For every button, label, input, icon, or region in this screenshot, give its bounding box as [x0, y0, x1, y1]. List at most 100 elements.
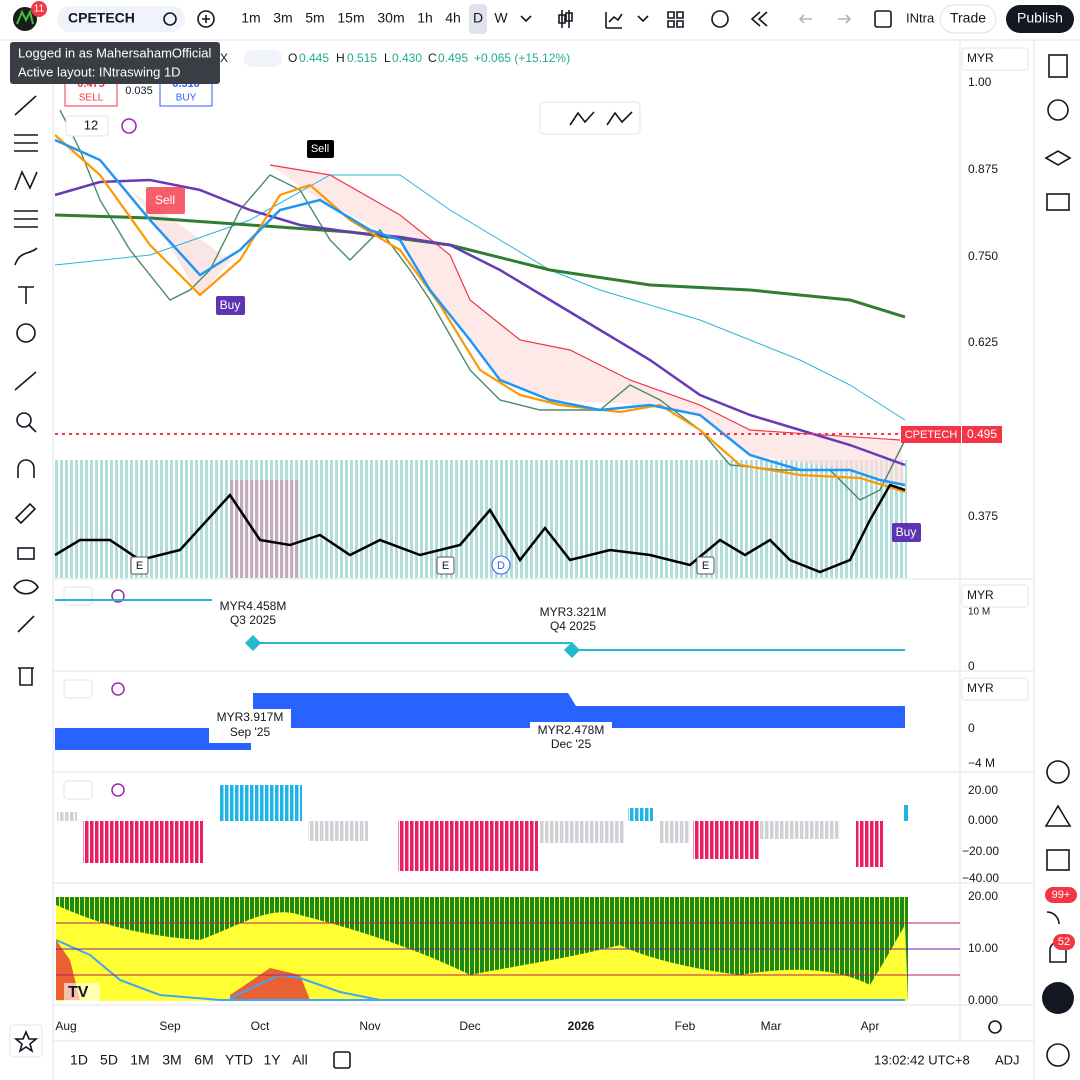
last-price: 0.495: [967, 427, 997, 441]
layout-name[interactable]: INtra: [906, 10, 935, 25]
axis-tick: 20.00: [968, 889, 998, 903]
interval[interactable]: 1h: [417, 10, 433, 26]
sell-label: SELL: [79, 93, 104, 104]
income-label: MYR3.917M: [217, 710, 284, 724]
layouts-icon[interactable]: [667, 11, 684, 28]
buy-button[interactable]: [159, 81, 213, 107]
replay-icon[interactable]: [750, 11, 768, 27]
settings-icon[interactable]: [988, 1020, 1002, 1034]
income-block: [55, 728, 251, 750]
interval[interactable]: 4h: [445, 10, 461, 26]
range-button[interactable]: 1D: [70, 1052, 88, 1068]
dropdown[interactable]: [520, 15, 532, 23]
fullscreen-icon[interactable]: [874, 10, 892, 28]
ohlc-value: +0.065 (+15.12%): [474, 51, 570, 65]
income-block: [253, 693, 905, 728]
ohlc-value: 0.445: [299, 51, 329, 65]
currency: MYR: [967, 51, 994, 65]
pattern-widget[interactable]: [539, 101, 641, 135]
alert-icon[interactable]: [711, 10, 729, 28]
sell-button[interactable]: [64, 81, 118, 107]
redo-icon[interactable]: [838, 14, 852, 24]
symbol: CPETECH: [68, 10, 135, 26]
legend-toggle[interactable]: [244, 50, 282, 67]
event-label: D: [497, 560, 505, 572]
currency-select[interactable]: [961, 677, 1029, 701]
oscillator-line: [54, 483, 906, 574]
sync-icon[interactable]: [121, 118, 137, 134]
revenue-label: MYR3.321M: [540, 605, 607, 619]
price-tick: 0.875: [968, 162, 998, 176]
badge-text: 52: [1058, 936, 1070, 948]
range-button[interactable]: 1M: [130, 1052, 149, 1068]
pane-collapse[interactable]: [63, 679, 93, 699]
chart-type-icon[interactable]: [558, 10, 573, 28]
strength-line: [55, 939, 905, 1001]
range-button[interactable]: 5D: [100, 1052, 118, 1068]
sync-icon[interactable]: [111, 589, 125, 603]
currency-select[interactable]: [961, 47, 1029, 71]
range-button[interactable]: YTD: [225, 1052, 253, 1068]
axis-tick: 0.000: [968, 813, 998, 827]
signal-sell: [307, 140, 334, 158]
axis-tick: 0.000: [968, 993, 998, 1007]
cloud: [130, 190, 260, 295]
ma-fast-2: [54, 138, 906, 487]
interval[interactable]: 30m: [377, 10, 404, 26]
undo-icon[interactable]: [798, 14, 812, 24]
legend-fragment: X: [220, 51, 228, 65]
revenue-label: MYR4.458M: [220, 599, 287, 613]
interval[interactable]: W: [494, 10, 508, 26]
symbol-search[interactable]: [57, 6, 185, 32]
income-label: Sep '25: [230, 725, 271, 739]
ohlc-value: H: [336, 51, 345, 65]
avatar-logo: [16, 9, 34, 25]
trailing-stop: [269, 164, 901, 441]
tooltip-text: Active layout: INtraswing 1D: [18, 64, 181, 79]
range-button[interactable]: All: [292, 1052, 308, 1068]
volume-bars: [230, 480, 300, 578]
interval-group: 1m 3m 5m 15m 30m 1h 4h D W: [241, 10, 508, 26]
time-tick: Nov: [359, 1019, 380, 1033]
range-button[interactable]: 6M: [194, 1052, 213, 1068]
axis-tick: 0: [968, 721, 975, 735]
interval[interactable]: D: [473, 10, 483, 26]
dropdown[interactable]: [637, 15, 649, 23]
symbol-tag-text: CPETECH: [905, 429, 958, 441]
adj-toggle[interactable]: ADJ: [995, 1052, 1020, 1067]
sync-icon[interactable]: [111, 783, 125, 797]
badge-text: 99+: [1052, 889, 1071, 901]
indicators-icon[interactable]: [605, 12, 623, 29]
interval[interactable]: 1m: [241, 10, 260, 26]
range-button[interactable]: 1Y: [263, 1052, 281, 1068]
star-icon: [13, 1029, 39, 1053]
trade-button[interactable]: [939, 4, 997, 34]
date-range-icon[interactable]: [333, 1051, 351, 1069]
apps-button[interactable]: [1042, 982, 1074, 1014]
favorites[interactable]: [9, 1024, 43, 1058]
drawing-tools[interactable]: [13, 95, 39, 686]
interval-active: [469, 4, 487, 34]
sync-icon[interactable]: [111, 682, 125, 696]
add-icon[interactable]: [197, 10, 215, 28]
range-buttons: 1D 5D 1M 3M 6M YTD 1Y All: [70, 1052, 308, 1068]
strength-line: [229, 973, 381, 1001]
ma-slow: [54, 213, 906, 319]
interval[interactable]: 15m: [337, 10, 364, 26]
pane-collapse[interactable]: [63, 586, 93, 606]
signal-text: Buy: [220, 298, 241, 312]
pane-collapse[interactable]: [63, 780, 93, 800]
publish-button[interactable]: [1006, 5, 1074, 33]
symbol-tag: [901, 426, 961, 443]
interval[interactable]: 5m: [305, 10, 324, 26]
currency-select[interactable]: [961, 584, 1029, 608]
logo: TV: [68, 984, 89, 1001]
range-button[interactable]: 3M: [162, 1052, 181, 1068]
right-tools[interactable]: [1044, 54, 1072, 1067]
time-tick: 2026: [568, 1019, 595, 1033]
price-tick: 0.750: [968, 249, 998, 263]
interval[interactable]: 3m: [273, 10, 292, 26]
indicator-collapse[interactable]: [65, 115, 109, 137]
